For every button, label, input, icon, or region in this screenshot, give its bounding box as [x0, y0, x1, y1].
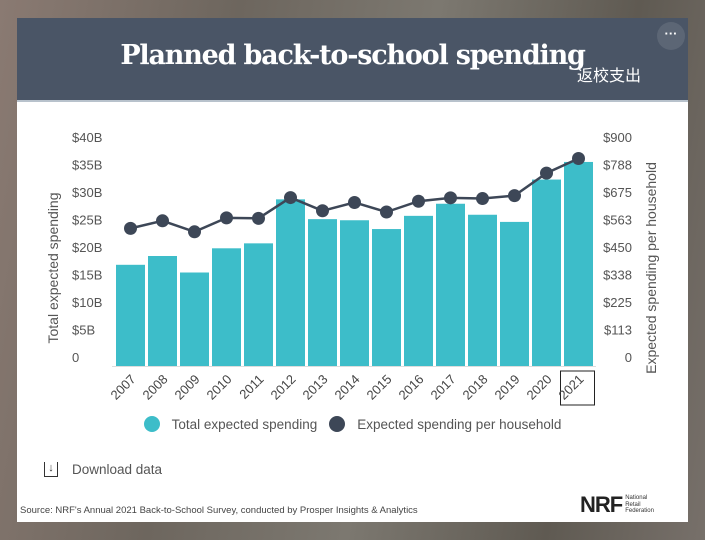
y2-tick-label: $225	[603, 295, 632, 310]
bar-2019	[500, 221, 529, 366]
y-tick-label: $20B	[72, 240, 102, 255]
bar-2011	[244, 243, 273, 366]
highlight-box	[560, 370, 595, 406]
y-tick-label: $30B	[72, 185, 102, 200]
household-point-2019	[508, 189, 521, 203]
bar-2012	[276, 199, 305, 366]
y2-tick-label: $675	[603, 185, 632, 200]
household-point-2021	[572, 151, 585, 165]
household-point-2016	[412, 194, 425, 208]
household-point-2008	[156, 214, 169, 228]
y-tick-label: $25B	[72, 213, 102, 228]
y-axis-title: Total expected spending	[45, 193, 61, 344]
bar-2018	[468, 214, 497, 366]
bar-2021	[564, 161, 593, 366]
household-point-2012	[284, 191, 297, 205]
legend-label-household: Expected spending per household	[357, 416, 562, 432]
x-tick-label: 2016	[396, 372, 427, 403]
logo-subtext: National Retail Federation	[625, 495, 654, 515]
household-point-2010	[220, 211, 233, 225]
y2-tick-label: $338	[603, 268, 632, 283]
y-tick-label: $5B	[72, 323, 95, 338]
chart-header: Planned back-to-school spending 返校支出 ···	[17, 18, 688, 102]
x-tick-label: 2018	[460, 372, 491, 403]
household-point-2013	[316, 204, 329, 218]
legend-swatch-household	[329, 416, 346, 432]
y-tick-label: $15B	[72, 268, 102, 283]
bar-2010	[212, 248, 241, 366]
y-tick-label: $35B	[72, 158, 102, 173]
household-point-2011	[252, 211, 265, 225]
bar-2009	[180, 272, 209, 366]
x-tick-label: 2013	[300, 372, 331, 403]
household-point-2007	[124, 221, 137, 235]
y2-tick-label: 0	[625, 350, 632, 365]
x-tick-label: 2014	[332, 372, 363, 403]
bar-2013	[308, 219, 337, 366]
x-tick-label: 2007	[108, 372, 139, 403]
y-tick-label: $40B	[72, 130, 102, 145]
y2-tick-label: $788	[603, 158, 632, 173]
bar-2016	[404, 215, 433, 366]
y2-tick-label: $900	[603, 130, 632, 145]
nrf-logo: NRF National Retail Federation	[580, 492, 661, 518]
household-point-2015	[380, 205, 393, 219]
household-point-2018	[476, 192, 489, 206]
y-tick-label: 0	[72, 350, 79, 365]
household-point-2017	[444, 191, 457, 205]
bar-2014	[340, 220, 369, 366]
household-point-2014	[348, 195, 361, 209]
y2-tick-label: $563	[603, 213, 632, 228]
download-data-button[interactable]: ↓ Download data	[44, 462, 162, 477]
source-note: Source: NRF's Annual 2021 Back-to-School…	[20, 505, 418, 516]
y2-tick-label: $450	[603, 240, 632, 255]
x-tick-label: 2020	[524, 372, 555, 403]
x-tick-label: 2019	[492, 372, 523, 403]
download-icon: ↓	[44, 462, 58, 477]
caption-chinese: 返校支出	[577, 68, 642, 85]
household-point-2009	[188, 225, 201, 239]
household-point-2020	[540, 166, 553, 180]
x-tick-label: 2015	[364, 372, 395, 403]
chart-title: Planned back-to-school spending	[120, 40, 586, 71]
x-tick-label: 2008	[140, 372, 171, 403]
y-tick-label: $10B	[72, 295, 102, 310]
x-tick-label: 2009	[172, 372, 203, 403]
bar-2020	[532, 179, 561, 366]
legend-label-total: Total expected spending	[171, 416, 318, 432]
legend: Total expected spending Expected spendin…	[0, 416, 705, 432]
bar-2007	[116, 264, 145, 366]
y2-axis-title: Expected spending per household	[643, 162, 659, 374]
legend-swatch-total	[143, 416, 160, 432]
bar-2008	[148, 256, 177, 366]
x-tick-label: 2017	[428, 372, 459, 403]
download-label: Download data	[72, 462, 163, 477]
x-tick-label: 2010	[204, 372, 235, 403]
more-options-button[interactable]: ···	[657, 22, 685, 50]
x-tick-label: 2011	[236, 372, 266, 402]
y2-tick-label: $113	[604, 323, 632, 338]
bar-2017	[436, 203, 465, 366]
logo-text: NRF	[580, 492, 623, 517]
x-tick-label: 2012	[268, 372, 299, 403]
bar-2015	[372, 229, 401, 366]
